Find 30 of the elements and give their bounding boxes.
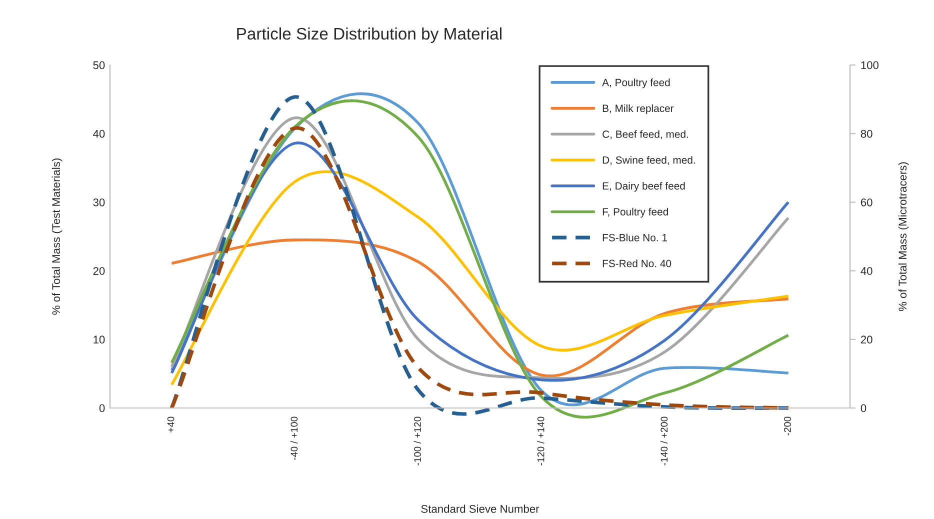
x-tick-label: -120 / +140 bbox=[537, 416, 544, 466]
y-tick-label: 50 bbox=[93, 61, 105, 70]
legend-label: B, Milk replacer bbox=[602, 104, 674, 114]
legend-label: FS-Blue No. 1 bbox=[602, 234, 667, 242]
legend-label: C, Beef feed, med. bbox=[602, 130, 688, 140]
y2-tick-label: 20 bbox=[860, 336, 872, 344]
y-tick-label: 0 bbox=[99, 404, 105, 412]
x-tick-label: -40 / +100 bbox=[290, 416, 298, 460]
chart-title: Particle Size Distribution by Material bbox=[237, 27, 502, 43]
legend-label: D, Swine feed, med. bbox=[602, 156, 695, 165]
legend-label: E, Dairy beef feed bbox=[602, 182, 685, 192]
x-axis-title: Standard Sieve Number bbox=[421, 504, 540, 513]
legend-label: A, Poultry feed bbox=[602, 78, 670, 88]
x-tick-label: -200 bbox=[784, 416, 791, 436]
y2-tick-label: 40 bbox=[860, 267, 872, 275]
y-tick-label: 20 bbox=[93, 267, 105, 275]
y2-axis-title: % of Total Mass (Microtracers) bbox=[898, 162, 909, 312]
y-tick-label: 10 bbox=[94, 336, 105, 344]
y2-tick-label: 100 bbox=[861, 61, 879, 70]
legend-label: FS-Red No. 40 bbox=[602, 260, 672, 268]
legend-label: F, Poultry feed bbox=[602, 208, 668, 218]
y-tick-label: 30 bbox=[93, 198, 105, 206]
y-axis-title: % of Total Mass (Test Materials) bbox=[52, 158, 62, 315]
y2-tick-label: 80 bbox=[860, 130, 872, 138]
y-tick-label: 40 bbox=[93, 130, 105, 138]
y2-tick-label: 0 bbox=[860, 404, 866, 412]
x-tick-label: -100 / +120 bbox=[414, 416, 421, 466]
x-tick-label: -140 / +200 bbox=[660, 416, 668, 466]
y2-tick-label: 60 bbox=[860, 198, 872, 206]
x-tick-label: +40 bbox=[167, 416, 174, 432]
